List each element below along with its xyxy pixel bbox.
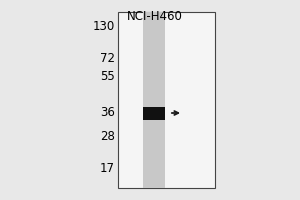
Bar (143, 107, 165, 120)
Text: 36: 36 (100, 106, 115, 119)
Text: 55: 55 (100, 71, 115, 84)
Text: 130: 130 (93, 20, 115, 32)
Text: 17: 17 (100, 162, 115, 174)
Bar (118, 12, 215, 188)
Text: 28: 28 (100, 130, 115, 144)
Text: 72: 72 (100, 52, 115, 66)
Text: NCI-H460: NCI-H460 (127, 10, 183, 23)
Bar (143, 12, 165, 188)
